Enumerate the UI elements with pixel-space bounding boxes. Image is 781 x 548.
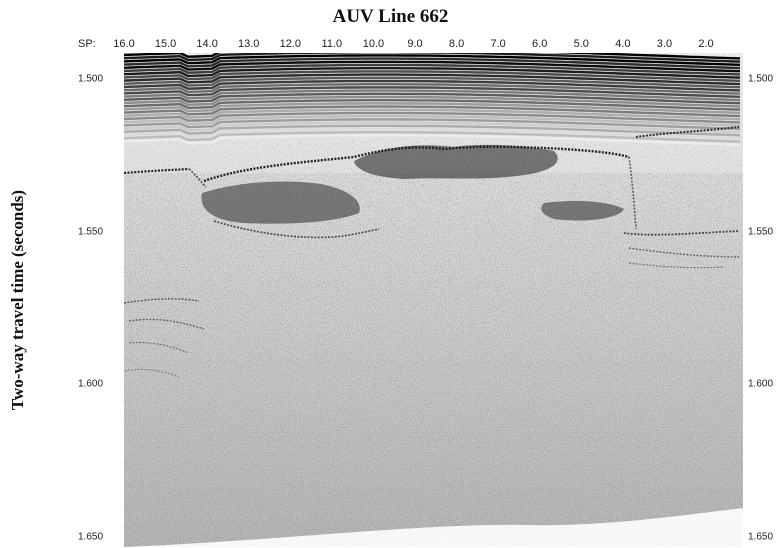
- water-band: [124, 92, 741, 105]
- water-band: [124, 53, 741, 63]
- water-band: [124, 95, 741, 108]
- water-band: [124, 111, 741, 124]
- water-band: [124, 115, 741, 127]
- water-band: [124, 63, 741, 76]
- left-reflector: [128, 341, 190, 354]
- water-band: [124, 73, 741, 86]
- water-band: [124, 53, 741, 60]
- figure-title: AUV Line 662: [332, 6, 449, 27]
- water-column-bands: [124, 53, 741, 146]
- water-band: [124, 89, 741, 102]
- sp-axis-label: SP:: [78, 38, 96, 50]
- water-band: [124, 76, 741, 89]
- speckle-texture: [124, 173, 743, 547]
- x-tick-label: 9.0: [407, 38, 423, 50]
- x-tick-label: 2.0: [698, 38, 714, 50]
- water-band: [124, 99, 741, 111]
- x-tick-label: 16.0: [113, 38, 135, 50]
- x-tick-label: 8.0: [448, 38, 465, 50]
- water-band: [124, 54, 741, 66]
- water-band: [124, 102, 741, 114]
- water-band: [124, 57, 741, 70]
- seafloor-reflector: [124, 167, 190, 175]
- seafloor-reflector: [628, 156, 637, 230]
- y-tick-label-left: 1.500: [78, 73, 104, 85]
- water-band: [124, 134, 741, 146]
- seismic-section-image: [124, 53, 743, 547]
- y-tick-label-left: 1.600: [78, 378, 104, 390]
- water-band: [124, 70, 741, 82]
- water-band: [124, 105, 741, 118]
- water-band: [124, 121, 741, 134]
- x-tick-label: 7.0: [490, 38, 506, 50]
- water-band: [124, 131, 741, 143]
- right-reflector: [623, 230, 740, 236]
- y-tick-label-left: 1.550: [78, 226, 104, 238]
- water-band: [124, 79, 741, 92]
- bottom-edge: [124, 508, 743, 547]
- buried-reflector: [201, 181, 360, 224]
- left-reflector: [124, 368, 180, 378]
- water-band: [124, 127, 741, 140]
- left-reflector: [128, 318, 205, 330]
- water-band: [124, 60, 741, 73]
- y-tick-label-right: 1.500: [748, 73, 774, 85]
- right-reflector: [628, 247, 740, 258]
- y-tick-label-right: 1.600: [748, 378, 774, 390]
- y-tick-label-left: 1.650: [78, 531, 104, 543]
- x-tick-label: 10.0: [362, 38, 385, 50]
- water-band: [124, 83, 741, 95]
- right-reflector: [628, 262, 725, 269]
- water-band: [124, 86, 741, 98]
- water-band: [124, 67, 741, 79]
- x-tick-label: 4.0: [615, 38, 631, 50]
- mound-reflector: [354, 144, 558, 179]
- seafloor-reflector: [635, 126, 740, 138]
- subbottom-reflectors: [124, 126, 740, 378]
- seismic-section-panel: [124, 53, 743, 547]
- x-tick-label: 6.0: [532, 38, 548, 50]
- x-tick-label: 15.0: [154, 38, 177, 50]
- x-tick-label: 14.0: [196, 38, 218, 50]
- water-band: [124, 124, 741, 137]
- x-tick-label: 5.0: [573, 38, 589, 50]
- x-tick-label: 12.0: [279, 38, 301, 50]
- y-axis-label: Two-way travel time (seconds): [8, 189, 27, 411]
- buried-reflector: [541, 201, 624, 221]
- water-band: [124, 118, 741, 130]
- y-tick-label-right: 1.650: [748, 531, 774, 543]
- y-tick-label-right: 1.550: [748, 226, 774, 238]
- x-tick-label: 3.0: [656, 38, 673, 50]
- x-tick-label: 11.0: [321, 38, 343, 50]
- water-band: [124, 108, 741, 121]
- x-tick-label: 13.0: [237, 38, 260, 50]
- left-reflector: [124, 298, 200, 304]
- seafloor-reflector: [188, 168, 207, 188]
- buried-reflector: [213, 220, 380, 239]
